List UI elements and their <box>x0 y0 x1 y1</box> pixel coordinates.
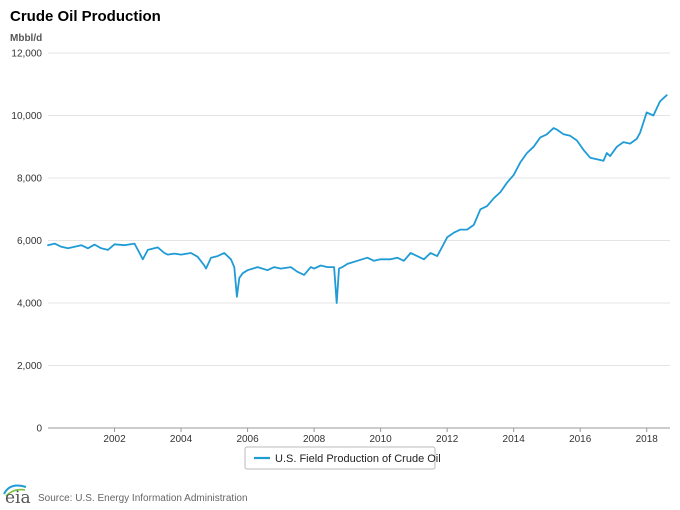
series-group <box>47 94 668 304</box>
y-axis-unit: Mbbl/d <box>10 33 42 44</box>
x-tick-label: 2012 <box>436 434 459 445</box>
eia-logo-icon: eia <box>3 484 31 508</box>
x-tick-label: 2002 <box>103 434 126 445</box>
y-tick-label: 0 <box>36 424 42 435</box>
x-tick-label: 2018 <box>636 434 659 445</box>
x-tick-label: 2008 <box>303 434 326 445</box>
legend-label: U.S. Field Production of Crude Oil <box>275 453 441 465</box>
chart-title: Crude Oil Production <box>10 8 161 25</box>
series-line <box>47 94 668 304</box>
eia-logo-text: eia <box>5 488 31 508</box>
grid-lines <box>48 52 670 366</box>
x-tick-label: 2014 <box>503 434 526 445</box>
y-tick-label: 4,000 <box>17 299 42 310</box>
y-axis-ticks: 0 2,000 4,000 6,000 8,000 10,000 12,000 <box>11 49 42 435</box>
x-tick-label: 2006 <box>236 434 259 445</box>
y-tick-label: 6,000 <box>17 236 42 247</box>
y-tick-label: 12,000 <box>11 49 42 60</box>
x-tick-label: 2004 <box>170 434 193 445</box>
x-tick-label: 2010 <box>369 434 392 445</box>
legend-box <box>244 446 436 470</box>
x-tick-label: 2016 <box>569 434 592 445</box>
y-tick-label: 2,000 <box>17 361 42 372</box>
source-note: Source: U.S. Energy Information Administ… <box>38 493 248 504</box>
legend[interactable]: U.S. Field Production of Crude Oil <box>244 446 441 470</box>
y-tick-label: 8,000 <box>17 174 42 185</box>
x-axis-ticks: 2002 2004 2006 2008 2010 2012 2014 2016 2018 <box>103 428 658 445</box>
y-tick-label: 10,000 <box>11 111 42 122</box>
